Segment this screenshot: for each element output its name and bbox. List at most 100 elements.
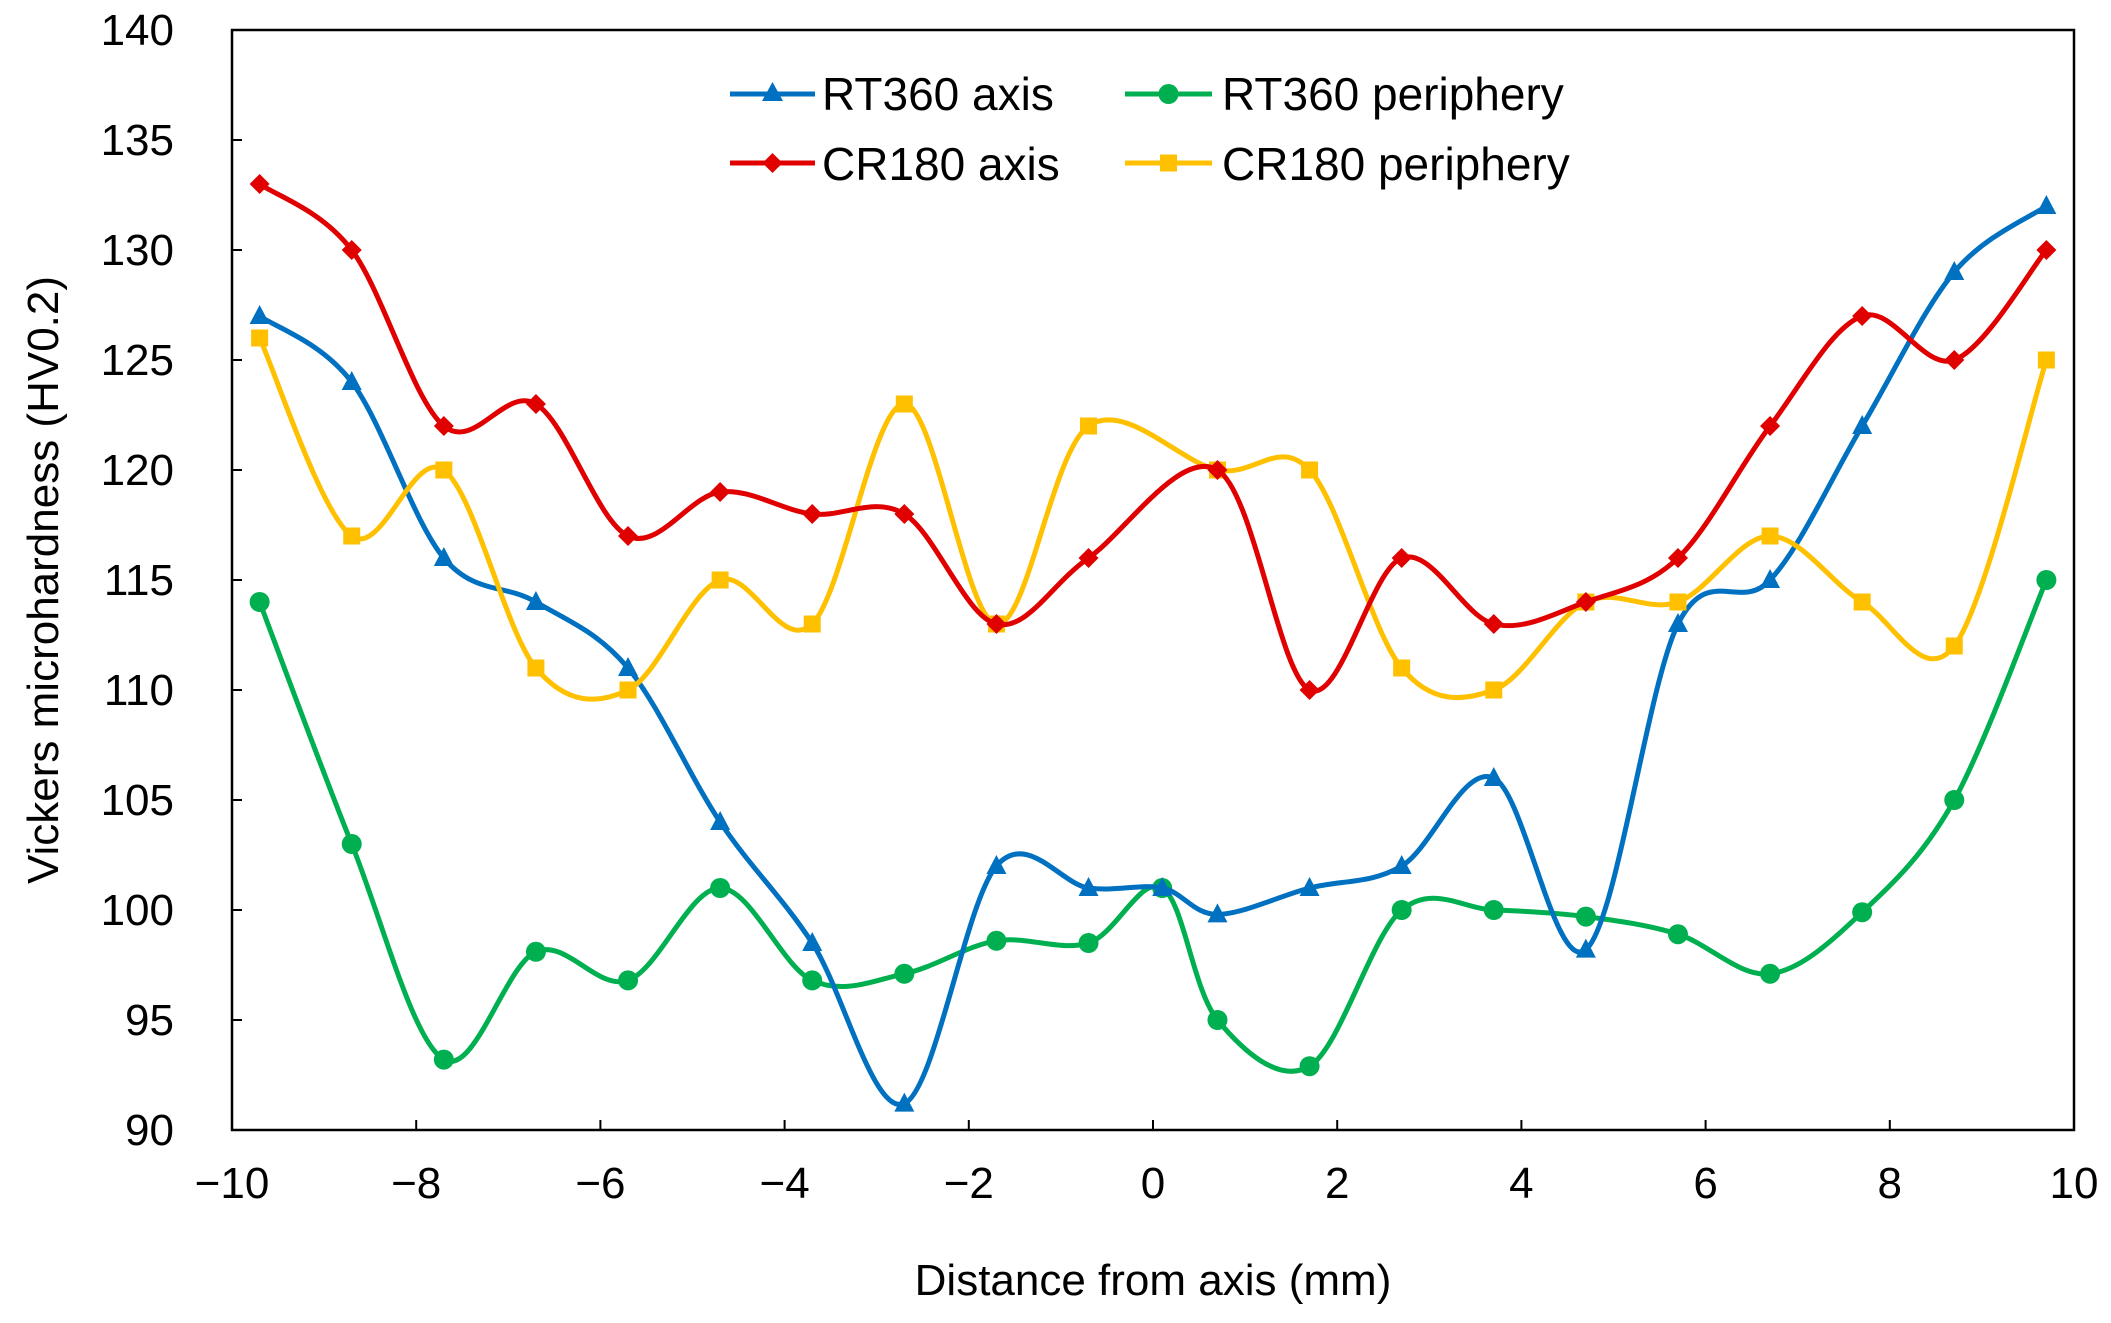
cr180-periphery-point xyxy=(1393,659,1411,677)
cr180-axis-point xyxy=(341,240,362,260)
legend-label-rt360-periphery: RT360 periphery xyxy=(1222,68,1564,120)
cr180-axis-point xyxy=(1944,350,1965,370)
rt360-periphery-point xyxy=(525,941,546,962)
cr180-periphery-point xyxy=(619,681,637,699)
y-tick-label: 135 xyxy=(101,116,174,165)
cr180-periphery-point xyxy=(527,659,545,677)
rt360-periphery-point xyxy=(1667,924,1688,945)
y-tick-label: 140 xyxy=(101,6,174,55)
x-tick-label: 4 xyxy=(1509,1159,1533,1208)
cr180-axis-point xyxy=(433,416,454,436)
rt360-periphery-point xyxy=(1852,902,1873,923)
rt360-axis-point xyxy=(249,305,270,324)
cr180-axis-point xyxy=(1207,460,1228,480)
legend-marker-rt360-periphery xyxy=(1158,84,1179,104)
y-tick-label: 120 xyxy=(101,446,174,495)
x-tick-label: 2 xyxy=(1325,1159,1349,1208)
x-tick-label: −10 xyxy=(195,1159,270,1208)
cr180-axis-point xyxy=(1078,548,1099,568)
rt360-periphery-point xyxy=(710,878,731,898)
rt360-periphery-point xyxy=(1391,900,1412,920)
y-tick-label: 130 xyxy=(101,226,174,275)
rt360-axis-point xyxy=(1483,767,1504,786)
rt360-periphery-point xyxy=(1207,1010,1228,1030)
cr180-axis-point xyxy=(1760,416,1781,436)
legend-marker-cr180-periphery xyxy=(1160,154,1177,172)
cr180-axis-point xyxy=(802,504,823,524)
y-tick-label: 95 xyxy=(125,996,174,1045)
rt360-axis-point xyxy=(433,547,454,566)
cr180-periphery-point xyxy=(711,571,729,589)
cr180-axis-point xyxy=(2036,240,2057,260)
rt360-axis-point xyxy=(1207,903,1228,923)
legend-item-rt360-periphery: RT360 periphery xyxy=(1125,68,1564,120)
rt360-periphery-point xyxy=(986,930,1007,951)
rt360-axis-point xyxy=(1152,877,1173,896)
cr180-axis-point xyxy=(1483,614,1504,634)
cr180-axis-point xyxy=(525,394,546,414)
rt360-axis-point xyxy=(2036,195,2057,214)
rt360-periphery-point xyxy=(1299,1056,1320,1077)
series-layer xyxy=(249,174,2057,1112)
cr180-axis-point xyxy=(1667,548,1688,568)
axis-layer: −10 −8 −6 −4 −2 0 2 4 6 8 10 90 95 100 105 110 115 120 125… xyxy=(101,6,2099,1208)
rt360-periphery-point xyxy=(341,834,362,854)
y-tick-label: 105 xyxy=(101,776,174,825)
rt360-axis-point xyxy=(710,811,731,830)
legend-item-cr180-axis: CR180 axis xyxy=(730,138,1060,190)
x-tick-label: 6 xyxy=(1693,1159,1717,1208)
cr180-periphery-point xyxy=(343,527,361,545)
cr180-periphery-point xyxy=(1485,681,1503,699)
legend-marker-cr180-axis xyxy=(762,153,783,173)
rt360-periphery-point xyxy=(894,963,915,984)
rt360-axis-point xyxy=(986,855,1007,874)
rt360-periphery-point xyxy=(1575,906,1596,927)
rt360-axis-point xyxy=(1944,261,1965,280)
rt360-axis-point xyxy=(1391,855,1412,874)
cr180-axis-point xyxy=(1391,548,1412,568)
rt360-periphery-point xyxy=(1944,790,1965,810)
rt360-axis-point xyxy=(802,932,823,951)
rt360-axis-point xyxy=(1852,415,1873,434)
rt360-periphery-point xyxy=(249,592,270,612)
rt360-periphery-point xyxy=(1078,933,1099,953)
y-tick-label: 100 xyxy=(101,886,174,935)
rt360-axis-point xyxy=(1667,613,1688,632)
legend-item-cr180-periphery: CR180 periphery xyxy=(1125,138,1570,190)
y-tick-label: 110 xyxy=(104,666,174,715)
series-rt360-axis xyxy=(249,195,2057,1112)
cr180-periphery-point xyxy=(1669,593,1687,611)
rt360-axis-point xyxy=(525,591,546,610)
legend: RT360 axis RT360 periphery CR180 axis CR… xyxy=(730,68,1570,190)
cr180-periphery-point xyxy=(895,395,913,413)
cr180-periphery-point xyxy=(1301,461,1319,479)
rt360-periphery-point xyxy=(2036,570,2057,590)
y-axis-title: Vickers microhardness (HV0.2) xyxy=(19,276,68,884)
y-tick-label: 115 xyxy=(104,556,174,605)
cr180-periphery-point xyxy=(2037,351,2055,369)
series-cr180-axis xyxy=(249,174,2057,700)
cr180-periphery-point xyxy=(251,329,269,347)
cr180-axis-point xyxy=(1852,306,1873,326)
legend-item-rt360-axis: RT360 axis xyxy=(730,68,1054,120)
cr180-axis-point xyxy=(249,174,270,194)
x-tick-label: −4 xyxy=(760,1159,810,1208)
x-tick-label: 0 xyxy=(1141,1159,1165,1208)
cr180-axis-point xyxy=(894,504,915,524)
rt360-periphery-point xyxy=(433,1049,454,1070)
x-axis-title: Distance from axis (mm) xyxy=(915,1256,1392,1305)
cr180-axis-point xyxy=(1299,680,1320,700)
legend-label-cr180-periphery: CR180 periphery xyxy=(1222,138,1570,190)
rt360-axis-point xyxy=(894,1092,915,1112)
x-tick-label: −2 xyxy=(944,1159,994,1208)
cr180-periphery-point xyxy=(1945,637,1963,655)
legend-label-rt360-axis: RT360 axis xyxy=(822,68,1054,120)
cr180-periphery-point xyxy=(1080,417,1098,435)
cr180-periphery-point xyxy=(435,461,453,479)
rt360-axis-point xyxy=(1299,877,1320,896)
y-tick-label: 125 xyxy=(101,336,174,385)
y-tick-label: 90 xyxy=(125,1106,174,1155)
x-tick-label: 10 xyxy=(2050,1159,2099,1208)
